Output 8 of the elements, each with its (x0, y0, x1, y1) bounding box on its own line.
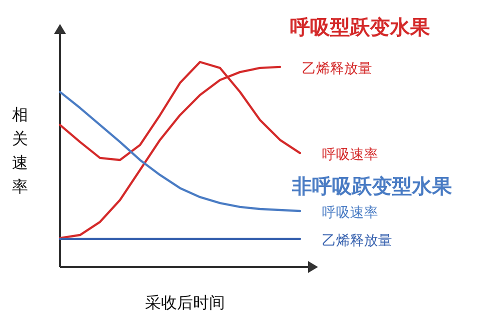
x-axis-title: 采收后时间 (145, 293, 225, 312)
series-label: 呼吸速率 (322, 205, 378, 222)
text: 呼吸型跃变水果 (290, 15, 431, 39)
series-label: 乙烯释放量 (322, 232, 392, 249)
series-label: 乙烯释放量 (302, 60, 372, 77)
annotation: 非呼吸跃变型水果 (291, 174, 453, 198)
series-label: 呼吸速率 (322, 147, 378, 164)
y-axis-title: 相关速率 (12, 105, 28, 196)
